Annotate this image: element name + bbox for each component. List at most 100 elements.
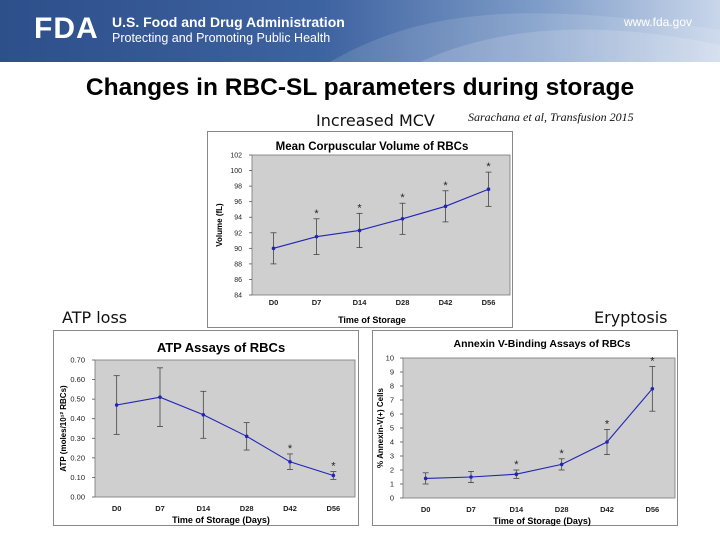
y-tick-label: 98 — [234, 184, 242, 191]
data-point — [486, 187, 491, 192]
significance-marker: * — [514, 459, 519, 471]
plot-area — [402, 357, 676, 499]
y-tick-label: 0.30 — [70, 434, 85, 443]
plot-area — [94, 359, 356, 498]
significance-marker: * — [400, 192, 405, 204]
y-tick-label: 0.60 — [70, 375, 85, 384]
y-tick-label: 9 — [390, 368, 394, 377]
y-tick-label: 0.20 — [70, 453, 85, 462]
data-point — [559, 462, 564, 467]
x-tick-label: D56 — [482, 298, 496, 307]
label-atp-loss: ATP loss — [62, 308, 128, 327]
y-axis-label: % Annexin-V(+) Cells — [376, 387, 385, 467]
x-tick-label: D0 — [112, 504, 122, 513]
significance-marker: * — [314, 208, 319, 220]
y-tick-label: 0 — [390, 494, 394, 503]
y-tick-label: 86 — [234, 277, 242, 284]
x-tick-label: D0 — [421, 505, 431, 514]
x-tick-label: D7 — [466, 505, 476, 514]
significance-marker: * — [605, 418, 610, 430]
data-point — [114, 403, 119, 407]
significance-marker: * — [443, 180, 448, 192]
x-axis-label: Time of Storage (Days) — [172, 515, 270, 525]
x-axis-label: Time of Storage (Days) — [493, 516, 591, 526]
significance-marker: * — [288, 443, 293, 455]
data-point — [288, 459, 292, 464]
y-tick-label: 96 — [234, 199, 242, 206]
y-tick-label: 5 — [390, 424, 394, 433]
agency-name: U.S. Food and Drug Administration — [112, 14, 345, 30]
banner-wave-decoration — [330, 13, 720, 62]
agency-tagline: Protecting and Promoting Public Health — [112, 31, 331, 45]
significance-marker: * — [331, 461, 336, 473]
significance-marker: * — [650, 355, 655, 367]
significance-marker: * — [357, 202, 362, 214]
x-tick-label: D42 — [600, 505, 614, 514]
data-point — [423, 476, 428, 481]
y-tick-label: 0.10 — [70, 473, 85, 482]
y-tick-label: 0.70 — [70, 356, 85, 365]
data-point — [331, 473, 336, 478]
x-tick-label: D14 — [509, 505, 524, 514]
y-tick-label: 10 — [386, 354, 394, 363]
y-tick-label: 8 — [390, 382, 394, 391]
data-point — [605, 440, 609, 444]
x-tick-label: D14 — [353, 298, 368, 307]
y-tick-label: 0.00 — [70, 493, 85, 502]
y-tick-label: 90 — [234, 246, 242, 253]
y-tick-label: 2 — [390, 466, 394, 475]
x-tick-label: D42 — [439, 298, 453, 307]
fda-header-banner: FDA U.S. Food and Drug Administration Pr… — [0, 0, 720, 62]
data-point — [514, 472, 519, 476]
atp-chart: ATP Assays of RBCs 0.00 0.10 0.20 0.30 0.40 0.… — [53, 330, 359, 526]
data-point — [469, 475, 473, 479]
x-tick-label: D7 — [312, 298, 322, 307]
x-tick-label: D28 — [396, 298, 410, 307]
data-point — [400, 216, 405, 221]
y-axis-label: ATP (moles/10¹² RBCs) — [59, 385, 68, 472]
x-tick-label: D28 — [555, 505, 569, 514]
label-eryptosis: Eryptosis — [594, 308, 668, 327]
y-tick-label: 0.50 — [70, 395, 85, 404]
y-tick-label: 94 — [234, 215, 242, 222]
x-tick-label: D42 — [283, 504, 297, 513]
x-tick-label: D7 — [155, 504, 165, 513]
significance-marker: * — [560, 448, 565, 460]
y-tick-label: 3 — [390, 452, 394, 461]
mcv-chart: Mean Corpuscular Volume of RBCs 84 86 88 90 9… — [207, 131, 513, 328]
fda-logo[interactable]: FDA — [34, 12, 99, 45]
x-tick-label: D0 — [269, 298, 279, 307]
chart-title: Annexin V-Binding Assays of RBCs — [454, 338, 631, 350]
x-axis-label: Time of Storage — [338, 315, 406, 325]
y-tick-label: 84 — [234, 293, 242, 300]
y-axis-label: Volume (fL) — [215, 203, 224, 247]
citation: Sarachana et al, Transfusion 2015 — [468, 110, 634, 124]
y-tick-label: 92 — [234, 230, 242, 237]
y-tick-label: 88 — [234, 261, 242, 268]
series-line — [425, 388, 653, 479]
chart-title: ATP Assays of RBCs — [157, 340, 285, 355]
x-tick-label: D14 — [196, 504, 211, 513]
significance-marker: * — [486, 161, 491, 173]
website-link[interactable]: www.fda.gov — [623, 15, 692, 29]
label-increased-mcv: Increased MCV — [316, 111, 435, 130]
annexin-chart: Annexin V-Binding Assays of RBCs 0 1 2 3 4 5 6 7… — [372, 330, 678, 526]
data-point — [314, 234, 319, 239]
data-point — [201, 413, 206, 417]
y-tick-label: 100 — [230, 168, 242, 175]
data-point — [244, 434, 249, 439]
data-point — [650, 387, 655, 391]
y-tick-label: 7 — [390, 396, 394, 405]
data-point — [357, 228, 362, 233]
data-point — [271, 246, 276, 251]
y-tick-label: 4 — [390, 438, 394, 447]
series-line — [116, 396, 334, 477]
y-tick-label: 1 — [390, 480, 394, 489]
y-tick-label: 6 — [390, 410, 394, 419]
y-tick-label: 102 — [230, 153, 242, 160]
slide-title: Changes in RBC-SL parameters during stor… — [85, 74, 635, 101]
data-point — [443, 204, 448, 209]
chart-title: Mean Corpuscular Volume of RBCs — [276, 141, 469, 153]
x-tick-label: D56 — [645, 505, 659, 514]
series-line — [273, 188, 489, 249]
